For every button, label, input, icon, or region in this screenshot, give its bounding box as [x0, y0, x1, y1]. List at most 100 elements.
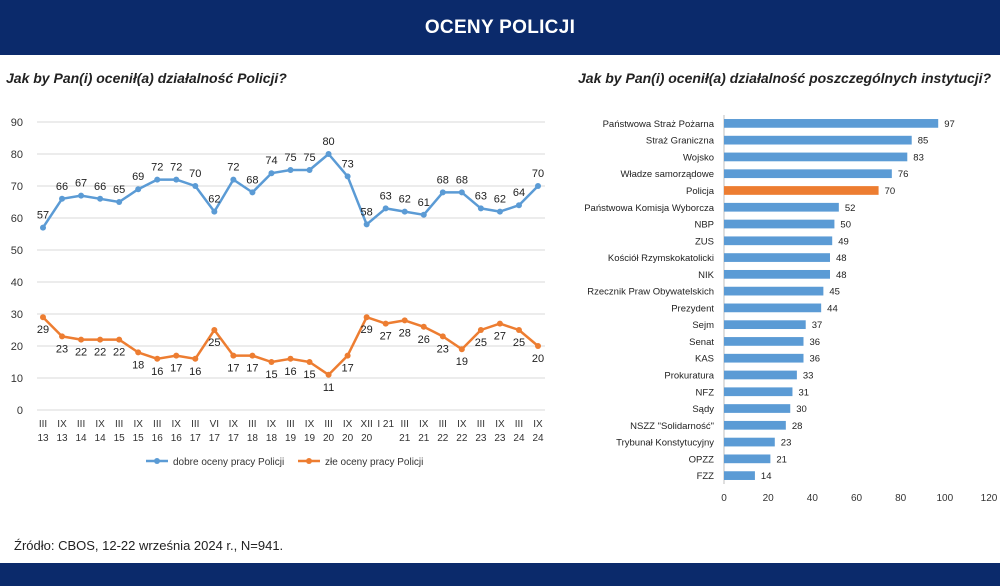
data-point	[420, 211, 427, 218]
bar-chart: Państwowa Straż Pożarna 97 Straż Graniczna…	[584, 115, 998, 504]
x-tick-label: IX	[419, 419, 429, 430]
data-point	[458, 189, 465, 196]
data-label: 16	[151, 366, 163, 378]
data-label: 64	[513, 187, 525, 199]
data-point	[401, 317, 408, 324]
x-tick-label: 120	[981, 493, 998, 504]
y-tick-label: 80	[11, 149, 23, 161]
category-label: Państwowa Straż Pożarna	[603, 119, 715, 130]
bar-value-label: 49	[838, 236, 849, 247]
legend-marker	[306, 458, 312, 464]
x-tick-label: III	[515, 419, 523, 430]
category-label: Rzecznik Praw Obywatelskich	[587, 287, 714, 298]
x-tick-label: 23	[475, 433, 487, 444]
data-label: 57	[37, 210, 49, 222]
category-label: OPZZ	[689, 454, 715, 465]
data-point	[496, 320, 503, 327]
y-tick-label: 90	[11, 117, 23, 129]
y-tick-label: 60	[11, 213, 23, 225]
bar	[724, 269, 830, 279]
data-label: 72	[151, 162, 163, 174]
x-tick-label: 17	[190, 433, 202, 444]
x-tick-label: 18	[266, 433, 278, 444]
x-tick-label: 21	[399, 433, 411, 444]
data-point	[211, 208, 218, 215]
x-tick-label: IX	[457, 419, 467, 430]
x-tick-label: IX	[172, 419, 182, 430]
x-tick-label: 16	[171, 433, 183, 444]
data-point	[192, 355, 199, 362]
bar	[724, 437, 775, 447]
data-point	[230, 352, 237, 359]
bar-value-label: 28	[792, 421, 803, 432]
y-tick-label: 70	[11, 181, 23, 193]
data-label: 26	[418, 334, 430, 346]
x-tick-label: XII	[361, 419, 373, 430]
data-label: 73	[341, 158, 353, 170]
x-tick-label: 20	[323, 433, 335, 444]
x-tick-label: III	[248, 419, 256, 430]
x-tick-label: 19	[285, 433, 297, 444]
source-note: Źródło: CBOS, 12-22 września 2024 r., N=…	[14, 538, 284, 553]
data-point	[40, 314, 46, 321]
category-label: Sejm	[692, 320, 714, 331]
data-label: 67	[75, 178, 87, 190]
data-label: 17	[227, 363, 239, 375]
bar-value-label: 14	[761, 471, 772, 482]
data-point	[116, 336, 123, 343]
data-point	[401, 208, 408, 215]
x-tick-label: 14	[95, 433, 107, 444]
bar-value-label: 70	[885, 186, 896, 197]
data-point	[458, 346, 465, 353]
data-point	[420, 323, 427, 330]
x-tick-label: 16	[152, 433, 164, 444]
bar-value-label: 48	[836, 270, 847, 281]
data-point	[78, 336, 85, 343]
data-point	[496, 208, 503, 215]
data-label: 69	[132, 171, 144, 183]
data-label: 17	[246, 363, 258, 375]
data-label: 17	[170, 363, 182, 375]
x-tick-label: 22	[437, 433, 449, 444]
category-label: NIK	[698, 270, 715, 281]
category-label: Straż Graniczna	[646, 136, 715, 147]
x-tick-label: 23	[494, 433, 506, 444]
y-tick-label: 10	[11, 373, 23, 385]
data-label: 66	[94, 181, 106, 193]
data-label: 62	[494, 194, 506, 206]
x-tick-label: 60	[851, 493, 863, 504]
x-tick-label: 20	[361, 433, 373, 444]
bar	[724, 152, 908, 162]
data-point	[287, 167, 294, 173]
bar-chart-title: Jak by Pan(i) ocenił(a) działalność posz…	[578, 70, 992, 86]
x-tick-label: III	[324, 419, 332, 430]
bar-value-label: 23	[781, 438, 792, 449]
y-tick-label: 40	[11, 277, 23, 289]
category-label: FZZ	[697, 471, 715, 482]
data-point	[154, 176, 161, 183]
data-point	[287, 355, 294, 362]
data-label: 63	[475, 190, 487, 202]
x-tick-label: III	[153, 419, 161, 430]
data-label: 29	[37, 324, 49, 336]
y-tick-label: 0	[17, 405, 23, 417]
x-tick-label: III	[39, 419, 47, 430]
x-tick-label: IX	[229, 419, 239, 430]
data-label: 19	[456, 356, 468, 368]
data-point	[154, 355, 161, 362]
category-label: Wojsko	[683, 152, 714, 163]
x-tick-label: IX	[133, 419, 143, 430]
data-point	[40, 224, 46, 231]
data-label: 16	[189, 366, 201, 378]
bar-value-label: 31	[798, 387, 809, 398]
data-label: 75	[284, 152, 296, 164]
bar	[724, 135, 912, 145]
bar	[724, 387, 793, 397]
data-label: 11	[323, 382, 334, 394]
data-label: 16	[284, 366, 296, 378]
data-label: 70	[532, 168, 544, 180]
bar-value-label: 33	[803, 370, 814, 381]
data-label: 66	[56, 181, 68, 193]
category-label: NFZ	[696, 387, 715, 398]
data-label: 72	[170, 162, 182, 174]
